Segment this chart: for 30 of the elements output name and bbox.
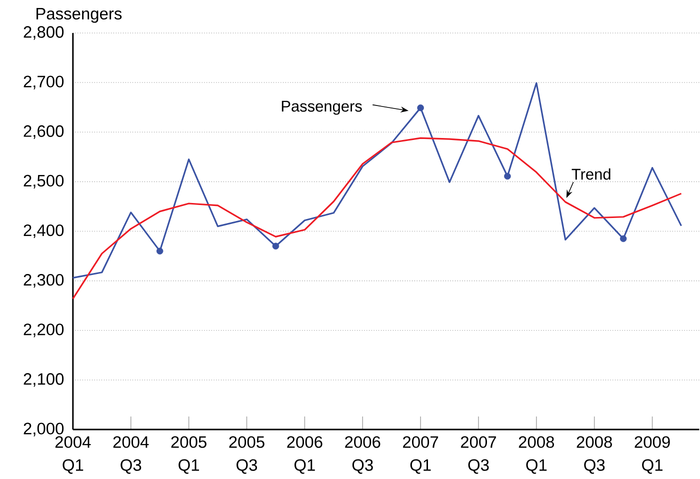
x-tick-label: 2009 Q1 [634,436,670,474]
x-tick-label: 2008 Q3 [576,436,612,474]
line-series [72,137,682,300]
y-tick-label: 2,400 [24,224,64,238]
y-tick-label: 2,100 [24,373,64,387]
point [417,104,424,112]
text: Passengers [282,100,362,115]
point [156,248,164,254]
line-series [72,82,682,278]
x-tick-label: 2004 Q3 [113,436,149,474]
y-tick-label: 2,700 [24,76,64,90]
point [272,242,280,250]
y-tick-label: 2,500 [24,174,64,188]
y-tick-label: 2,800 [24,26,64,40]
x-tick-label: 2005 Q3 [229,436,264,474]
series-label: Trend [572,168,610,180]
point [620,235,627,242]
x-tick-label: 2006 Q1 [287,436,322,474]
x-tick-label: 2007 Q3 [460,436,496,474]
y-tick-label: 2,000 [24,422,64,436]
y-tick-label: 2,300 [24,274,64,288]
y-axis-title: Passengers [36,8,122,23]
x-tick-label: 2007 Q1 [403,436,438,474]
x-tick-label: 2006 Q3 [345,436,380,474]
x-tick-label: 2004 Q1 [55,436,91,474]
y-tick-label: 2,200 [24,323,64,338]
x-tick-label: 2005 Q1 [171,436,206,474]
x-tick-label: 2008 Q1 [518,436,554,474]
point [504,172,511,180]
y-tick-label: 2,600 [24,125,64,139]
